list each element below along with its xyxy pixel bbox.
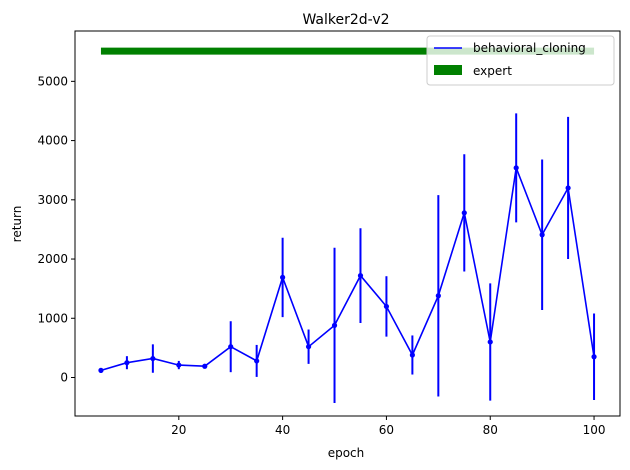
y-tick-label: 5000 xyxy=(37,74,68,88)
x-tick-label: 40 xyxy=(275,423,290,437)
data-point xyxy=(254,358,260,364)
data-point xyxy=(124,360,130,366)
chart-title: Walker2d-v2 xyxy=(302,12,389,28)
y-tick-label: 3000 xyxy=(37,193,68,207)
data-point xyxy=(228,344,234,350)
y-tick-label: 2000 xyxy=(37,252,68,266)
x-axis-label: epoch xyxy=(328,446,365,460)
data-point xyxy=(357,273,364,279)
behavioral-cloning-line xyxy=(100,164,595,372)
x-tick-label: 20 xyxy=(171,423,186,437)
data-point xyxy=(305,344,312,350)
data-point xyxy=(565,185,571,191)
data-point xyxy=(461,210,467,216)
data-point xyxy=(331,322,338,328)
data-point xyxy=(202,363,208,369)
data-point xyxy=(591,354,597,360)
data-point xyxy=(487,339,493,345)
data-point xyxy=(409,352,415,358)
data-point xyxy=(280,274,286,280)
data-point xyxy=(176,362,182,368)
legend-box xyxy=(426,35,615,86)
x-tick-label: 80 xyxy=(483,423,498,437)
y-axis-label: return xyxy=(10,206,24,243)
legend-label-expert: expert xyxy=(473,64,512,78)
y-tick-label: 4000 xyxy=(37,134,68,148)
data-point xyxy=(539,232,545,238)
plot-area xyxy=(98,47,597,403)
data-point xyxy=(98,367,104,373)
legend-swatch-expert xyxy=(434,65,462,75)
x-tick-label: 100 xyxy=(583,423,606,437)
data-point xyxy=(383,303,390,310)
data-point xyxy=(435,293,441,299)
plot-frame xyxy=(74,30,621,417)
data-point xyxy=(150,355,156,362)
y-tick-label: 1000 xyxy=(37,311,68,325)
y-tick-label: 0 xyxy=(60,371,68,385)
data-point xyxy=(513,165,519,171)
legend-label-behavioral-cloning: behavioral_cloning xyxy=(473,41,586,55)
legend: behavioral_cloning expert xyxy=(426,35,615,86)
x-tick-label: 60 xyxy=(379,423,394,437)
